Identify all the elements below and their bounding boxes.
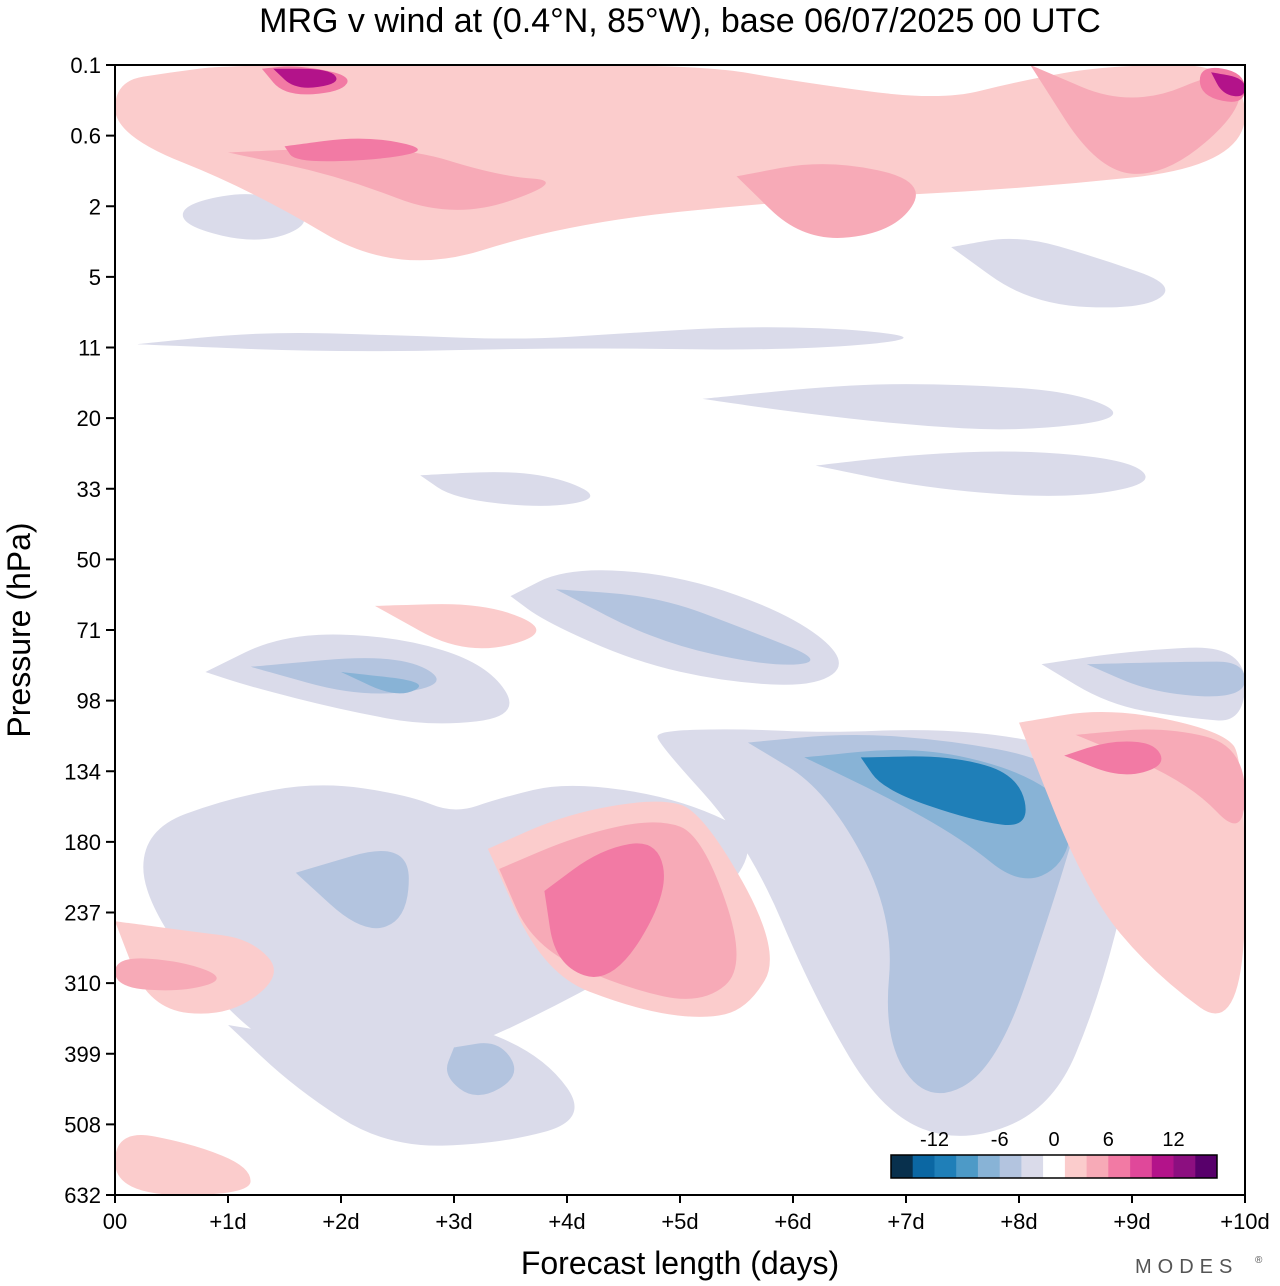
- contour-region-1-4: [555, 589, 811, 665]
- contour-region-7-0: [273, 68, 337, 88]
- colorbar-swatch: [977, 1155, 1000, 1178]
- x-tick-label: +10d: [1220, 1209, 1270, 1234]
- x-tick-label: +7d: [887, 1209, 924, 1234]
- y-tick-label: 71: [77, 618, 101, 643]
- x-tick-label: +6d: [774, 1209, 811, 1234]
- colorbar-swatch: [1021, 1155, 1044, 1178]
- colorbar-tick-label: -6: [991, 1129, 1009, 1151]
- y-tick-label: 2: [89, 194, 101, 219]
- contour-region-0-8: [702, 384, 1114, 430]
- contour-region-0-9: [182, 194, 305, 240]
- x-axis: 00 +1d +2d +3d +4d +5d +6d +7d +8d +9d +10d: [103, 1195, 1270, 1234]
- contour-region-5-5: [1030, 65, 1241, 174]
- y-tick-label: 632: [64, 1183, 101, 1208]
- y-tick-label: 50: [77, 547, 101, 572]
- contour-region-5-1: [115, 958, 217, 991]
- contour-region-2-1: [341, 672, 420, 694]
- contour-region-5-4: [736, 164, 916, 239]
- colorbar-swatch: [1086, 1155, 1109, 1178]
- colorbar-swatch: [1064, 1155, 1087, 1178]
- y-tick-label: 20: [77, 406, 101, 431]
- colorbar-swatch: [1195, 1155, 1218, 1178]
- contour-region-6-0: [544, 843, 664, 977]
- colorbar-swatch: [934, 1155, 957, 1178]
- contour-region-4-3: [115, 1135, 251, 1195]
- colorbar-swatch: [912, 1155, 935, 1178]
- contour-region-1-5: [1086, 661, 1245, 697]
- contour-region-5-3: [228, 147, 546, 210]
- y-tick-label: 5: [89, 265, 101, 290]
- y-tick-label: 0.6: [70, 124, 101, 149]
- contour-region-7-1: [1211, 72, 1245, 97]
- colorbar-tick-label: -12: [920, 1129, 949, 1151]
- contour-region-6-1: [284, 138, 418, 162]
- contour-region-0-6: [420, 472, 591, 506]
- x-tick-label: +1d: [209, 1209, 246, 1234]
- brand-registered-mark: ®: [1255, 1255, 1263, 1266]
- contour-region-4-5: [115, 65, 1245, 261]
- colorbar-swatch: [1043, 1155, 1066, 1178]
- colorbar-tick-label: 0: [1048, 1129, 1059, 1151]
- contour-region-5-2: [1075, 729, 1245, 824]
- y-tick-label: 98: [77, 689, 101, 714]
- contour-region-4-4: [374, 604, 537, 649]
- x-axis-title: Forecast length (days): [521, 1245, 839, 1281]
- x-tick-label: 00: [103, 1209, 127, 1234]
- chart-title: MRG v wind at (0.4°N, 85°W), base 06/07/…: [259, 2, 1101, 40]
- colorbar-tick-label: 12: [1162, 1129, 1184, 1151]
- y-axis-title: Pressure (hPa): [1, 522, 37, 737]
- colorbar-tick-label: 6: [1103, 1129, 1114, 1151]
- x-tick-label: +2d: [322, 1209, 359, 1234]
- colorbar-swatch: [999, 1155, 1022, 1178]
- colorbar-swatch: [956, 1155, 979, 1178]
- brand-logo: MODES: [1135, 1256, 1238, 1278]
- colorbar-swatch: [1130, 1155, 1153, 1178]
- contour-region-0-10: [951, 238, 1166, 308]
- y-tick-label: 180: [64, 830, 101, 855]
- y-tick-label: 508: [64, 1112, 101, 1137]
- y-tick-label: 33: [77, 477, 101, 502]
- x-tick-label: +4d: [548, 1209, 585, 1234]
- contour-region-1-2: [446, 1043, 515, 1096]
- y-tick-label: 399: [64, 1042, 101, 1067]
- contour-region-3-0: [860, 756, 1026, 826]
- contour-region-0-7: [815, 451, 1146, 496]
- x-tick-label: +9d: [1113, 1209, 1150, 1234]
- colorbar-swatch: [1173, 1155, 1196, 1178]
- y-tick-label: 0.1: [70, 53, 101, 78]
- contour-region-1-1: [295, 850, 409, 929]
- contour-region-0-11: [137, 327, 904, 352]
- plot-area: [115, 65, 1245, 1195]
- colorbar-frame: [890, 1154, 1218, 1179]
- y-tick-label: 11: [78, 336, 101, 361]
- y-tick-label: 134: [64, 759, 101, 784]
- x-tick-label: +3d: [435, 1209, 472, 1234]
- y-tick-label: 237: [64, 901, 101, 926]
- contour-region-6-3: [1064, 741, 1162, 775]
- colorbar: -12 -6 0 6 12: [890, 1129, 1218, 1179]
- y-axis: 0.1 0.6 2 5 11 20 33 50 71 98 134 180 237 310 399 508 63…: [64, 53, 115, 1208]
- colorbar-swatch: [1108, 1155, 1131, 1178]
- colorbar-swatch: [1151, 1155, 1174, 1178]
- x-tick-label: +5d: [661, 1209, 698, 1234]
- y-tick-label: 310: [64, 971, 101, 996]
- colorbar-swatch: [891, 1155, 914, 1178]
- x-tick-label: +8d: [1000, 1209, 1037, 1234]
